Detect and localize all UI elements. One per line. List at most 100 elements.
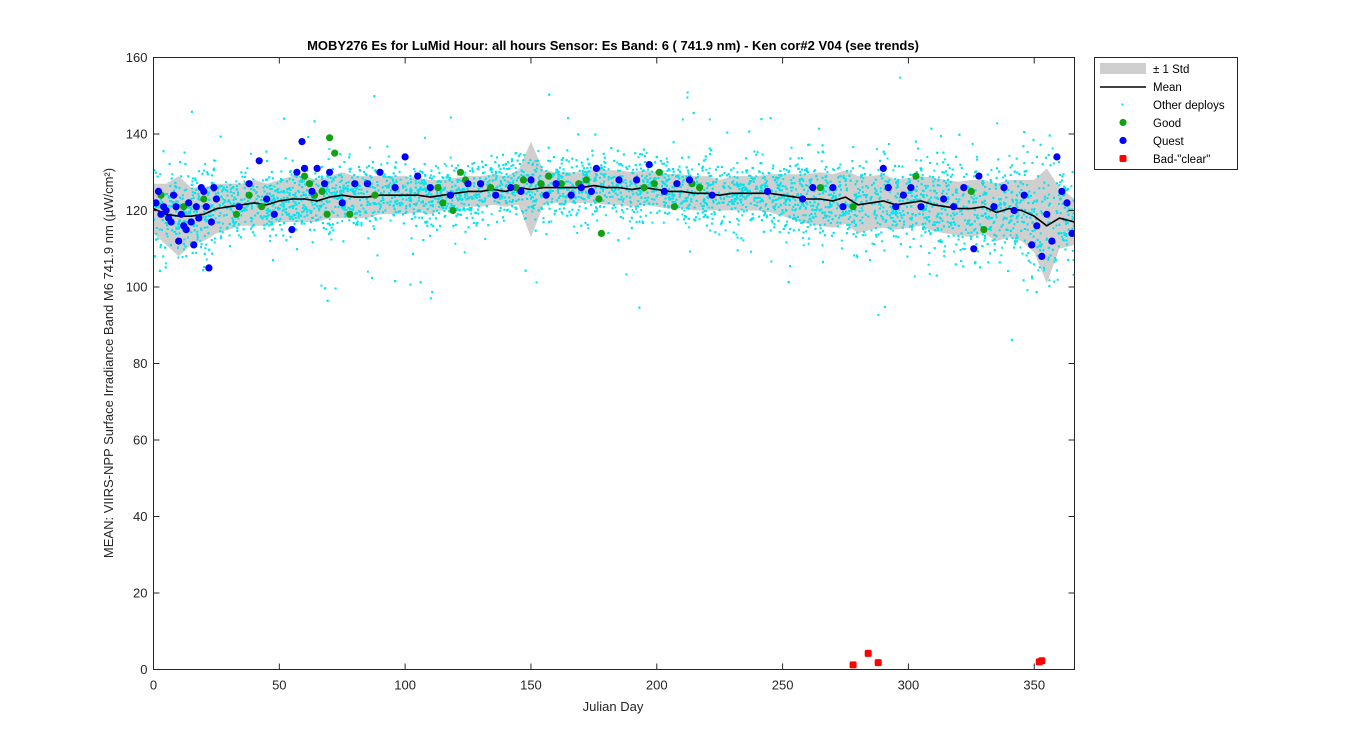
other-deploy-point bbox=[204, 218, 207, 221]
other-deploy-point bbox=[635, 192, 638, 195]
other-deploy-point bbox=[678, 177, 681, 180]
other-deploy-point bbox=[384, 209, 387, 212]
other-deploy-point bbox=[591, 213, 594, 216]
other-deploy-point bbox=[818, 193, 821, 196]
other-deploy-point bbox=[789, 165, 792, 167]
other-deploy-point bbox=[217, 187, 220, 190]
other-deploy-point bbox=[844, 183, 847, 186]
other-deploy-point bbox=[562, 192, 565, 195]
other-deploy-point bbox=[1019, 201, 1022, 204]
other-deploy-point bbox=[376, 254, 379, 257]
other-deploy-point bbox=[159, 202, 162, 205]
other-deploy-point bbox=[731, 200, 734, 203]
other-deploy-point bbox=[498, 209, 501, 212]
other-deploy-point bbox=[589, 166, 592, 169]
other-deploy-point bbox=[808, 218, 811, 221]
other-deploy-point bbox=[186, 212, 189, 215]
other-deploy-point bbox=[1043, 195, 1046, 198]
other-deploy-point bbox=[938, 184, 941, 187]
other-deploy-point bbox=[687, 226, 690, 229]
other-deploy-point bbox=[422, 204, 425, 207]
other-deploy-point bbox=[792, 176, 795, 179]
other-deploy-point bbox=[232, 225, 235, 227]
other-deploy-point bbox=[739, 198, 741, 201]
other-deploy-point bbox=[455, 214, 458, 217]
other-deploy-point bbox=[717, 191, 720, 194]
other-deploy-point bbox=[988, 215, 990, 218]
other-deploy-point bbox=[313, 207, 316, 210]
other-deploy-point bbox=[745, 206, 748, 208]
other-deploy-point bbox=[1022, 198, 1025, 201]
other-deploy-point bbox=[423, 163, 426, 166]
other-deploy-point bbox=[736, 181, 739, 184]
other-deploy-point bbox=[174, 185, 177, 188]
other-deploy-point bbox=[815, 205, 818, 208]
other-deploy-point bbox=[1032, 235, 1035, 238]
other-deploy-point bbox=[219, 226, 222, 229]
other-deploy-point bbox=[744, 197, 747, 200]
other-deploy-point bbox=[1062, 173, 1065, 176]
other-deploy-point bbox=[814, 215, 817, 218]
chart-title: MOBY276 Es for LuMid Hour: all hours Sen… bbox=[307, 38, 919, 53]
other-deploy-point bbox=[802, 221, 805, 224]
other-deploy-point bbox=[859, 189, 862, 192]
other-deploy-point bbox=[880, 174, 883, 177]
other-deploy-point bbox=[380, 200, 383, 202]
other-deploy-point bbox=[841, 210, 844, 213]
other-deploy-point bbox=[945, 192, 948, 195]
other-deploy-point bbox=[671, 197, 674, 200]
other-deploy-point bbox=[470, 207, 473, 209]
other-deploy-point bbox=[409, 181, 412, 184]
other-deploy-point bbox=[794, 199, 797, 202]
other-deploy-point bbox=[429, 174, 432, 177]
other-deploy-point bbox=[844, 179, 847, 182]
other-deploy-point bbox=[565, 195, 568, 198]
other-deploy-point bbox=[419, 182, 422, 185]
other-deploy-point bbox=[188, 206, 191, 209]
other-deploy-point bbox=[394, 211, 397, 214]
other-deploy-point bbox=[698, 218, 701, 221]
other-deploy-point bbox=[432, 210, 435, 213]
other-deploy-point bbox=[330, 238, 333, 241]
other-deploy-point bbox=[389, 182, 392, 185]
other-deploy-point bbox=[685, 197, 687, 200]
other-deploy-point bbox=[967, 200, 970, 203]
other-deploy-point bbox=[587, 227, 590, 230]
other-deploy-point bbox=[607, 178, 610, 181]
other-deploy-point bbox=[635, 168, 638, 171]
other-deploy-point bbox=[748, 130, 751, 133]
other-deploy-point bbox=[1030, 194, 1032, 197]
other-deploy-point bbox=[647, 196, 650, 199]
other-deploy-point bbox=[569, 181, 572, 184]
other-deploy-point bbox=[902, 209, 905, 212]
other-deploy-point bbox=[862, 177, 865, 180]
other-deploy-point bbox=[417, 181, 420, 184]
other-deploy-point bbox=[371, 166, 374, 169]
other-deploy-point bbox=[230, 194, 233, 197]
other-deploy-point bbox=[244, 220, 247, 223]
other-deploy-point bbox=[928, 219, 931, 222]
other-deploy-point bbox=[394, 280, 397, 283]
other-deploy-point bbox=[621, 164, 624, 167]
other-deploy-point bbox=[941, 171, 944, 174]
other-deploy-point bbox=[802, 231, 805, 234]
other-deploy-point bbox=[233, 223, 236, 226]
other-deploy-point bbox=[295, 220, 298, 223]
other-deploy-point bbox=[1010, 191, 1013, 194]
other-deploy-point bbox=[559, 166, 561, 169]
other-deploy-point bbox=[1029, 261, 1032, 264]
other-deploy-point bbox=[219, 230, 222, 233]
other-deploy-point bbox=[936, 202, 938, 205]
other-deploy-point bbox=[341, 197, 343, 199]
other-deploy-point bbox=[1049, 254, 1052, 257]
other-deploy-point bbox=[232, 199, 235, 201]
other-deploy-point bbox=[577, 195, 580, 198]
other-deploy-point bbox=[326, 222, 329, 225]
other-deploy-point bbox=[439, 190, 442, 193]
other-deploy-point bbox=[786, 192, 789, 195]
other-deploy-point bbox=[545, 170, 548, 172]
other-deploy-point bbox=[986, 173, 989, 176]
other-deploy-point bbox=[855, 254, 858, 257]
other-deploy-point bbox=[1000, 225, 1003, 228]
other-deploy-point bbox=[880, 204, 882, 207]
